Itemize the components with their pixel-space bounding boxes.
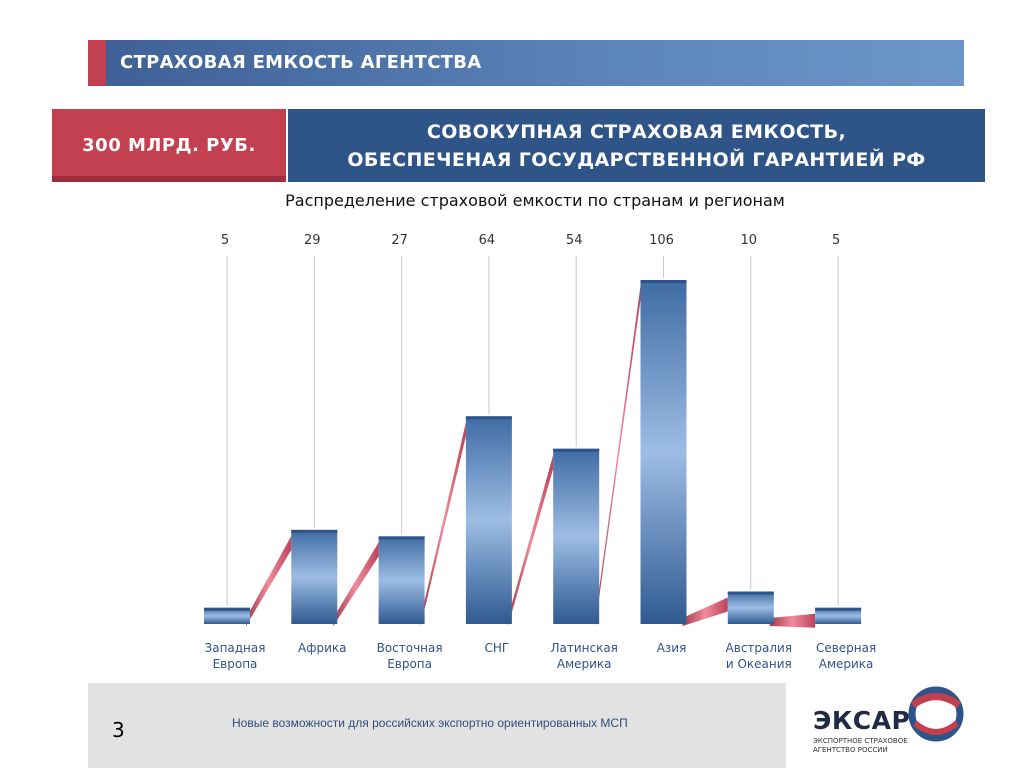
category-label: Азия <box>657 641 687 655</box>
footer-band <box>88 683 786 768</box>
connector-ribbon <box>595 286 641 626</box>
category-label: СНГ <box>485 641 510 655</box>
category-label: Западная <box>205 641 266 655</box>
category-label: Австралия <box>726 641 793 655</box>
bar-cap <box>815 607 862 611</box>
slide-title: СТРАХОВАЯ ЕМКОСТЬ АГЕНТСТВА <box>120 52 482 73</box>
amount-box: 300 МЛРД. РУБ. <box>52 109 286 182</box>
bar-cap <box>640 280 687 283</box>
category-label: Африка <box>298 641 347 655</box>
connector-ribbon <box>246 535 292 626</box>
logo-tagline: ЭКСПОРТНОЕ СТРАХОВОЕ АГЕНТСТВО РОССИИ <box>813 737 908 754</box>
bar <box>204 607 250 624</box>
bar <box>640 280 687 624</box>
bar-cap <box>553 448 600 452</box>
bar-cap <box>727 591 774 595</box>
bar <box>465 416 512 624</box>
bar <box>815 607 862 624</box>
page-number: 3 <box>112 718 125 742</box>
bar-cap <box>204 607 250 611</box>
category-label: Северная <box>816 641 876 655</box>
ribbon-layer <box>246 286 816 628</box>
bar <box>291 529 338 624</box>
category-label: Америка <box>819 657 874 671</box>
logo-wordmark: ЭКСАР <box>813 706 911 735</box>
chart-subtitle: Распределение страховой емкости по стран… <box>285 191 785 210</box>
value-label: 29 <box>304 233 321 248</box>
headline-line-2: ОБЕСПЕЧЕНАЯ ГОСУДАРСТВЕННОЙ ГАРАНТИЕЙ РФ <box>347 148 926 171</box>
value-label: 5 <box>832 233 840 248</box>
bar <box>553 448 600 624</box>
headline-box: СОВОКУПНАЯ СТРАХОВАЯ ЕМКОСТЬ, ОБЕСПЕЧЕНА… <box>288 109 985 182</box>
value-label: 10 <box>741 233 758 248</box>
bar <box>727 591 774 624</box>
category-label: и Океания <box>726 657 792 671</box>
slide-title-bar: СТРАХОВАЯ ЕМКОСТЬ АГЕНТСТВА <box>88 40 964 86</box>
bars-layer <box>204 280 862 624</box>
connector-ribbon <box>507 454 554 626</box>
leader-lines <box>226 256 839 606</box>
bar-cap <box>291 529 338 533</box>
category-label: Восточная <box>377 641 443 655</box>
headline-line-1: СОВОКУПНАЯ СТРАХОВАЯ ЕМКОСТЬ, <box>426 120 847 143</box>
category-label: Америка <box>557 657 612 671</box>
footer-text: Новые возможности для российских экспорт… <box>232 716 628 730</box>
bar-cap <box>465 416 512 420</box>
title-accent <box>88 40 106 86</box>
amount-text: 300 МЛРД. РУБ. <box>82 135 256 156</box>
value-label: 27 <box>391 233 408 248</box>
connector-ribbon <box>420 422 466 626</box>
value-label: 54 <box>566 233 583 248</box>
category-label: Европа <box>387 657 432 671</box>
value-label: 5 <box>221 233 229 248</box>
connector-ribbon <box>333 542 379 626</box>
value-label: 64 <box>479 233 496 248</box>
bar <box>378 536 425 624</box>
labels-layer: 5 Западная Европа 29 Африка 27 Восточная Европа… <box>205 233 877 671</box>
value-label: 106 <box>649 233 674 248</box>
bar-cap <box>378 536 425 540</box>
connector-ribbon <box>769 613 816 628</box>
exar-logo-icon <box>908 686 964 742</box>
category-label: Европа <box>213 657 258 671</box>
connector-ribbon <box>682 597 728 626</box>
category-label: Латинская <box>550 641 617 655</box>
